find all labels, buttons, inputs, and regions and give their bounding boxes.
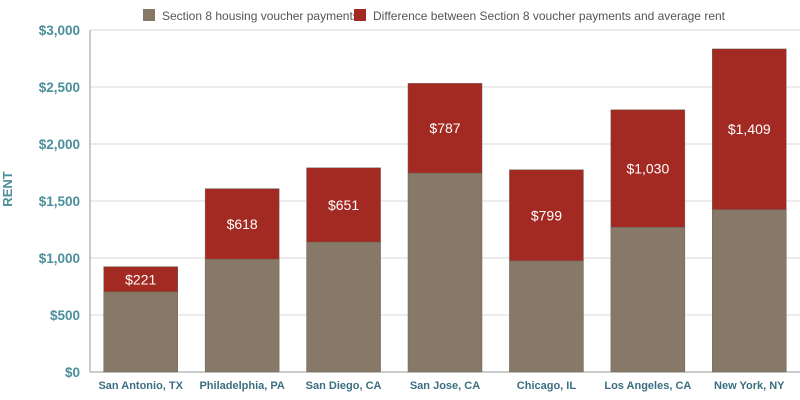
- x-tick-label: San Antonio, TX: [98, 380, 183, 392]
- bars: [103, 48, 787, 373]
- bar-rent-difference: [712, 48, 787, 210]
- x-tick-label: Los Angeles, CA: [604, 380, 691, 392]
- x-tick-label: Philadelphia, PA: [199, 380, 284, 392]
- bar-rent-difference: [407, 83, 483, 174]
- y-tick-label: $1,500: [39, 194, 80, 209]
- y-tick-label: $2,000: [39, 137, 80, 152]
- data-label: $799: [531, 207, 562, 223]
- y-tick-label: $2,500: [39, 80, 80, 95]
- legend-swatch-voucher: [143, 9, 155, 21]
- bar-voucher-payment: [712, 209, 787, 373]
- y-axis-label: RENT: [0, 171, 15, 206]
- data-label: $787: [429, 120, 460, 136]
- data-label: $221: [125, 271, 156, 287]
- bar-voucher-payment: [509, 260, 584, 373]
- y-tick-label: $1,000: [39, 251, 80, 266]
- bar-rent-difference: [610, 109, 686, 228]
- bar-rent-difference: [306, 167, 381, 243]
- bar-rent-difference: [204, 188, 280, 260]
- y-tick-label: $3,000: [39, 23, 80, 38]
- data-label: $618: [227, 216, 258, 232]
- x-tick-label: New York, NY: [714, 380, 785, 392]
- x-tick-label: Chicago, IL: [517, 380, 577, 392]
- bar-voucher-payment: [610, 226, 686, 373]
- bar-rent-difference: [509, 169, 584, 262]
- legend-label-difference: Difference between Section 8 voucher pay…: [373, 9, 726, 23]
- data-label: $651: [328, 197, 359, 213]
- data-labels: $221 $618 $651 $787 $799 $1,030 $1,409: [125, 120, 771, 287]
- bar-voucher-payment: [103, 291, 178, 373]
- x-tick-label: San Jose, CA: [410, 380, 480, 392]
- x-tick-label: San Diego, CA: [306, 380, 382, 392]
- bar-voucher-payment: [306, 241, 381, 373]
- y-tick-labels: $0 $500 $1,000 $1,500 $2,000 $2,500 $3,000: [39, 23, 80, 380]
- y-tick-label: $0: [65, 365, 80, 380]
- bar-voucher-payment: [407, 172, 483, 373]
- x-tick-labels: San Antonio, TX Philadelphia, PA San Diego…: [98, 380, 785, 392]
- legend: Section 8 housing voucher payments Diffe…: [143, 9, 726, 23]
- legend-swatch-difference: [354, 9, 366, 21]
- data-label: $1,030: [626, 161, 669, 177]
- bar-rent-difference: [103, 266, 178, 293]
- legend-label-voucher: Section 8 housing voucher payments: [162, 9, 359, 23]
- data-label: $1,409: [728, 121, 771, 137]
- bar-voucher-payment: [204, 258, 280, 373]
- y-tick-label: $500: [50, 308, 80, 323]
